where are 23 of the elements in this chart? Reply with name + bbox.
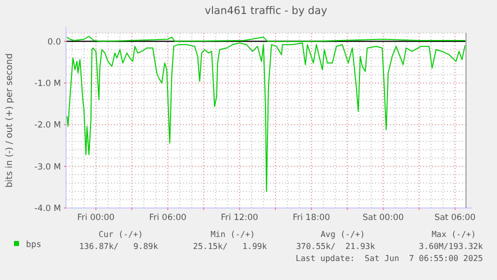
- text: Min (-/+): [210, 229, 255, 239]
- text: Avg (-/+): [320, 229, 365, 239]
- chart-title: vlan461 traffic - by day: [204, 5, 328, 17]
- x-tick-label: Sat 00:00: [362, 213, 404, 223]
- x-tick-label: Sat 06:00: [434, 213, 476, 223]
- x-tick-label: Fri 12:00: [220, 213, 258, 223]
- legend-label: bps: [26, 240, 42, 250]
- text: Last update: Sat Jun 7 06:55:00 2025: [296, 253, 484, 263]
- y-axis-title: bits in (-) / out (+) per second: [5, 53, 15, 188]
- x-tick-label: Fri 06:00: [149, 213, 186, 223]
- y-tick-label: -2.0 M: [34, 120, 61, 131]
- y-tick-label: 0.0: [47, 37, 61, 48]
- text: Max (-/+): [432, 229, 476, 239]
- text: 3.60M/193.32k: [418, 241, 484, 251]
- y-tick-label: -1.0 M: [34, 79, 61, 89]
- y-tick-label: -3.0 M: [34, 162, 61, 172]
- x-tick-label: Fri 00:00: [77, 213, 115, 223]
- text: Cur (-/+): [98, 229, 143, 239]
- text: 136.87k/ 9.89k: [79, 241, 158, 251]
- x-tick-label: Fri 18:00: [292, 213, 330, 223]
- y-tick-label: -4.0 M: [34, 204, 61, 214]
- text: 370.55k/ 21.93k: [296, 241, 376, 251]
- text: 25.15k/ 1.99k: [193, 241, 268, 251]
